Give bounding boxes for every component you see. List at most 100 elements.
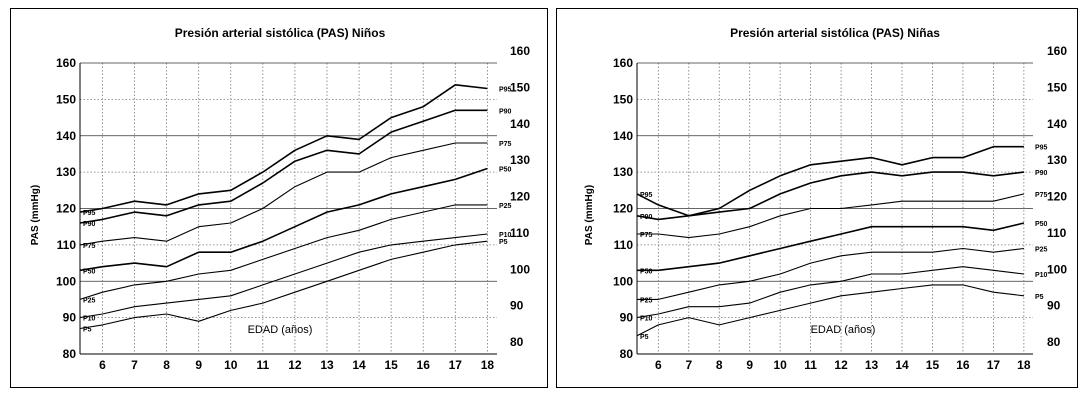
y-tick-left-ninas-160: 160: [613, 56, 633, 70]
series-line-ninos-p95: [79, 84, 488, 213]
y-tick-left-ninos-80: 80: [63, 347, 77, 361]
series-label-right-ninas-p25: P25: [1035, 247, 1048, 254]
y-tick-right-ninos-150: 150: [510, 80, 530, 94]
series-line-ninos-p25: [79, 204, 488, 300]
series-line-ninos-p50: [79, 167, 488, 272]
y-tick-left-ninos-160: 160: [56, 56, 76, 70]
series-label-right-ninos-p95: P95: [499, 86, 512, 93]
series-line-ninos-p5: [79, 240, 488, 330]
x-tick-ninas-16: 16: [956, 358, 970, 372]
x-tick-ninos-6: 6: [99, 358, 106, 372]
y-tick-right-ninos-80: 80: [510, 335, 524, 349]
series-label-right-ninos-p75: P75: [499, 141, 512, 148]
series-line-ninas-p95: [636, 145, 1024, 217]
y-tick-right-ninas-140: 140: [1047, 117, 1067, 131]
y-tick-right-ninas-110: 110: [1047, 226, 1067, 240]
x-tick-ninos-16: 16: [417, 358, 431, 372]
series-line-ninas-p75: [637, 193, 1025, 239]
y-tick-left-ninos-120: 120: [56, 202, 76, 216]
x-tick-ninas-13: 13: [865, 358, 879, 372]
y-tick-left-ninas-80: 80: [620, 347, 634, 361]
series-label-left-ninas-p50: P50: [640, 268, 653, 275]
y-tick-right-ninos-160: 160: [510, 44, 530, 58]
x-tick-ninos-12: 12: [288, 358, 302, 372]
y-tick-right-ninas-150: 150: [1047, 80, 1067, 94]
series-line-ninos-p90: [79, 109, 488, 224]
series-label-right-ninas-p50: P50: [1035, 221, 1048, 228]
x-tick-ninas-12: 12: [834, 358, 848, 372]
chart-title-ninas: Presión arterial sistólica (PAS) Niñas: [730, 26, 940, 40]
x-tick-ninos-10: 10: [224, 358, 238, 372]
chart-frame-ninas: [556, 8, 1078, 388]
y-tick-right-ninas-90: 90: [1047, 299, 1061, 313]
series-label-right-ninas-p90: P90: [1035, 170, 1048, 177]
y-tick-left-ninas-140: 140: [613, 129, 633, 143]
x-tick-ninos-8: 8: [163, 358, 170, 372]
y-tick-left-ninas-100: 100: [613, 274, 633, 288]
y-tick-right-ninos-100: 100: [510, 262, 530, 276]
x-tick-ninos-15: 15: [384, 358, 398, 372]
series-label-left-ninos-p25: P25: [83, 297, 96, 304]
y-tick-left-ninos-90: 90: [63, 311, 77, 325]
series-label-left-ninos-p50: P50: [83, 268, 96, 275]
series-line-ninos-p75: [79, 142, 488, 246]
y-tick-right-ninas-120: 120: [1047, 190, 1067, 204]
y-tick-left-ninos-150: 150: [56, 92, 76, 106]
x-tick-ninas-8: 8: [716, 358, 723, 372]
x-tick-ninas-10: 10: [773, 358, 787, 372]
series-line-ninas-p10: [636, 266, 1024, 319]
x-tick-ninas-15: 15: [926, 358, 940, 372]
y-tick-left-ninas-130: 130: [613, 165, 633, 179]
series-label-left-ninas-p5: P5: [640, 334, 649, 341]
x-tick-ninos-7: 7: [131, 358, 138, 372]
x-axis-label-ninos: EDAD (años): [248, 324, 313, 336]
y-tick-right-ninas-160: 160: [1047, 44, 1067, 58]
x-tick-ninos-18: 18: [481, 358, 495, 372]
series-label-right-ninos-p90: P90: [499, 108, 512, 115]
x-tick-ninas-11: 11: [804, 358, 817, 372]
chart-frame-ninos: [10, 8, 548, 388]
y-tick-right-ninas-100: 100: [1047, 262, 1067, 276]
series-label-right-ninas-p10: P10: [1035, 272, 1048, 279]
y-axis-label-ninos: PAS (mmHg): [30, 185, 41, 245]
y-tick-right-ninos-90: 90: [510, 299, 524, 313]
plot-area-ninos: 80 90 100 110 120 130 140 150 160 80 90 100 110 120 13…: [56, 44, 530, 372]
series-line-ninas-p90: [636, 171, 1024, 221]
y-tick-left-ninos-110: 110: [57, 238, 77, 252]
series-label-right-ninos-p50: P50: [499, 166, 512, 173]
x-tick-ninas-7: 7: [685, 358, 692, 372]
series-label-right-ninas-p5: P5: [1035, 294, 1044, 301]
x-tick-ninos-17: 17: [449, 358, 463, 372]
series-label-left-ninos-p75: P75: [83, 243, 96, 250]
y-tick-left-ninas-120: 120: [613, 202, 633, 216]
series-label-left-ninos-p10: P10: [83, 316, 96, 323]
x-tick-ninas-9: 9: [746, 358, 753, 372]
series-label-right-ninas-p75: P75: [1035, 192, 1048, 199]
series-label-left-ninas-p75: P75: [640, 232, 653, 239]
chart-title-ninos: Presión arterial sistólica (PAS) Niños: [175, 26, 386, 40]
y-tick-left-ninas-90: 90: [620, 311, 634, 325]
series-label-left-ninos-p5: P5: [83, 327, 92, 334]
x-tick-ninos-11: 11: [256, 358, 269, 372]
x-tick-ninos-13: 13: [320, 358, 334, 372]
y-tick-left-ninos-130: 130: [56, 165, 76, 179]
x-tick-ninos-14: 14: [352, 358, 366, 372]
series-label-right-ninos-p5: P5: [499, 239, 508, 246]
series-label-left-ninas-p10: P10: [640, 316, 653, 323]
y-tick-left-ninos-140: 140: [56, 129, 76, 143]
x-tick-ninas-14: 14: [895, 358, 909, 372]
x-tick-ninas-18: 18: [1017, 358, 1031, 372]
y-axis-label-ninas: PAS (mmHg): [584, 185, 595, 245]
series-label-right-ninas-p95: P95: [1035, 145, 1048, 152]
series-line-ninas-p5: [636, 284, 1024, 337]
series-line-ninos-p10: [79, 233, 488, 319]
y-tick-right-ninas-130: 130: [1047, 153, 1067, 167]
x-tick-ninas-17: 17: [987, 358, 1001, 372]
y-tick-left-ninas-150: 150: [613, 92, 633, 106]
y-tick-left-ninos-100: 100: [56, 274, 76, 288]
y-tick-right-ninos-110: 110: [510, 226, 530, 240]
series-line-ninas-p25: [637, 247, 1024, 300]
series-label-left-ninas-p95: P95: [640, 192, 653, 199]
